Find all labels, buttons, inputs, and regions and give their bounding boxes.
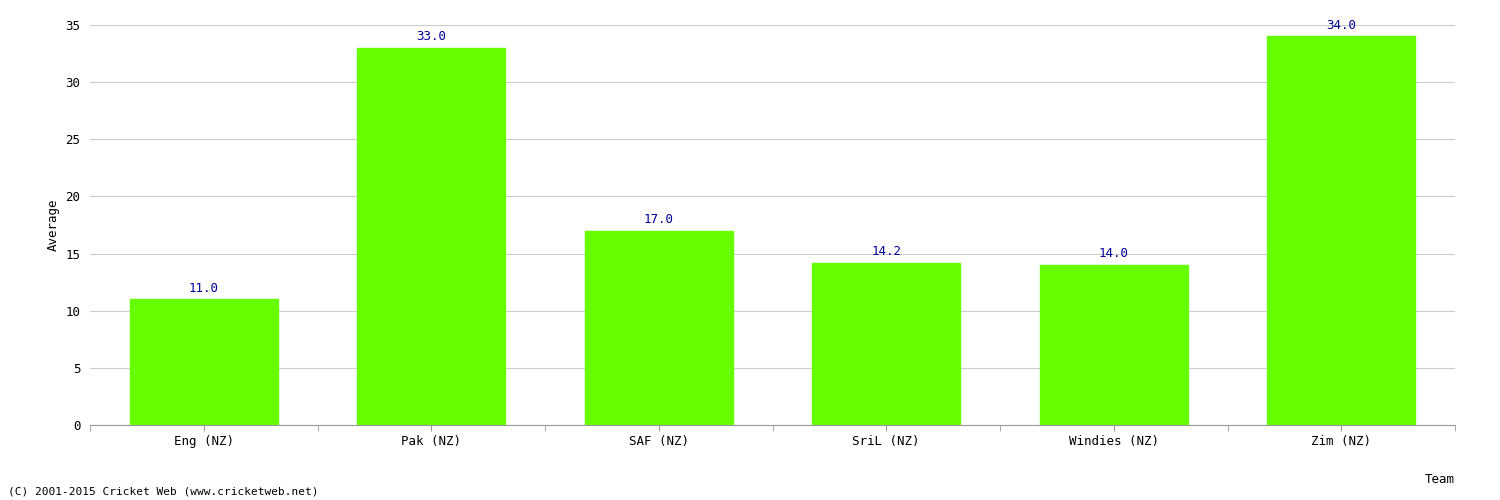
Text: 17.0: 17.0 <box>644 213 674 226</box>
Bar <box>585 230 732 425</box>
Text: 14.0: 14.0 <box>1098 248 1128 260</box>
Text: 34.0: 34.0 <box>1326 19 1356 32</box>
Text: Team: Team <box>1425 473 1455 486</box>
Text: (C) 2001-2015 Cricket Web (www.cricketweb.net): (C) 2001-2015 Cricket Web (www.cricketwe… <box>8 487 318 497</box>
Text: 14.2: 14.2 <box>871 245 901 258</box>
Bar <box>1040 265 1188 425</box>
Bar <box>813 262 960 425</box>
Text: 33.0: 33.0 <box>416 30 447 44</box>
Bar <box>357 48 506 425</box>
Y-axis label: Average: Average <box>46 198 60 251</box>
Text: 11.0: 11.0 <box>189 282 219 294</box>
Bar <box>1268 36 1414 425</box>
Bar <box>130 300 278 425</box>
